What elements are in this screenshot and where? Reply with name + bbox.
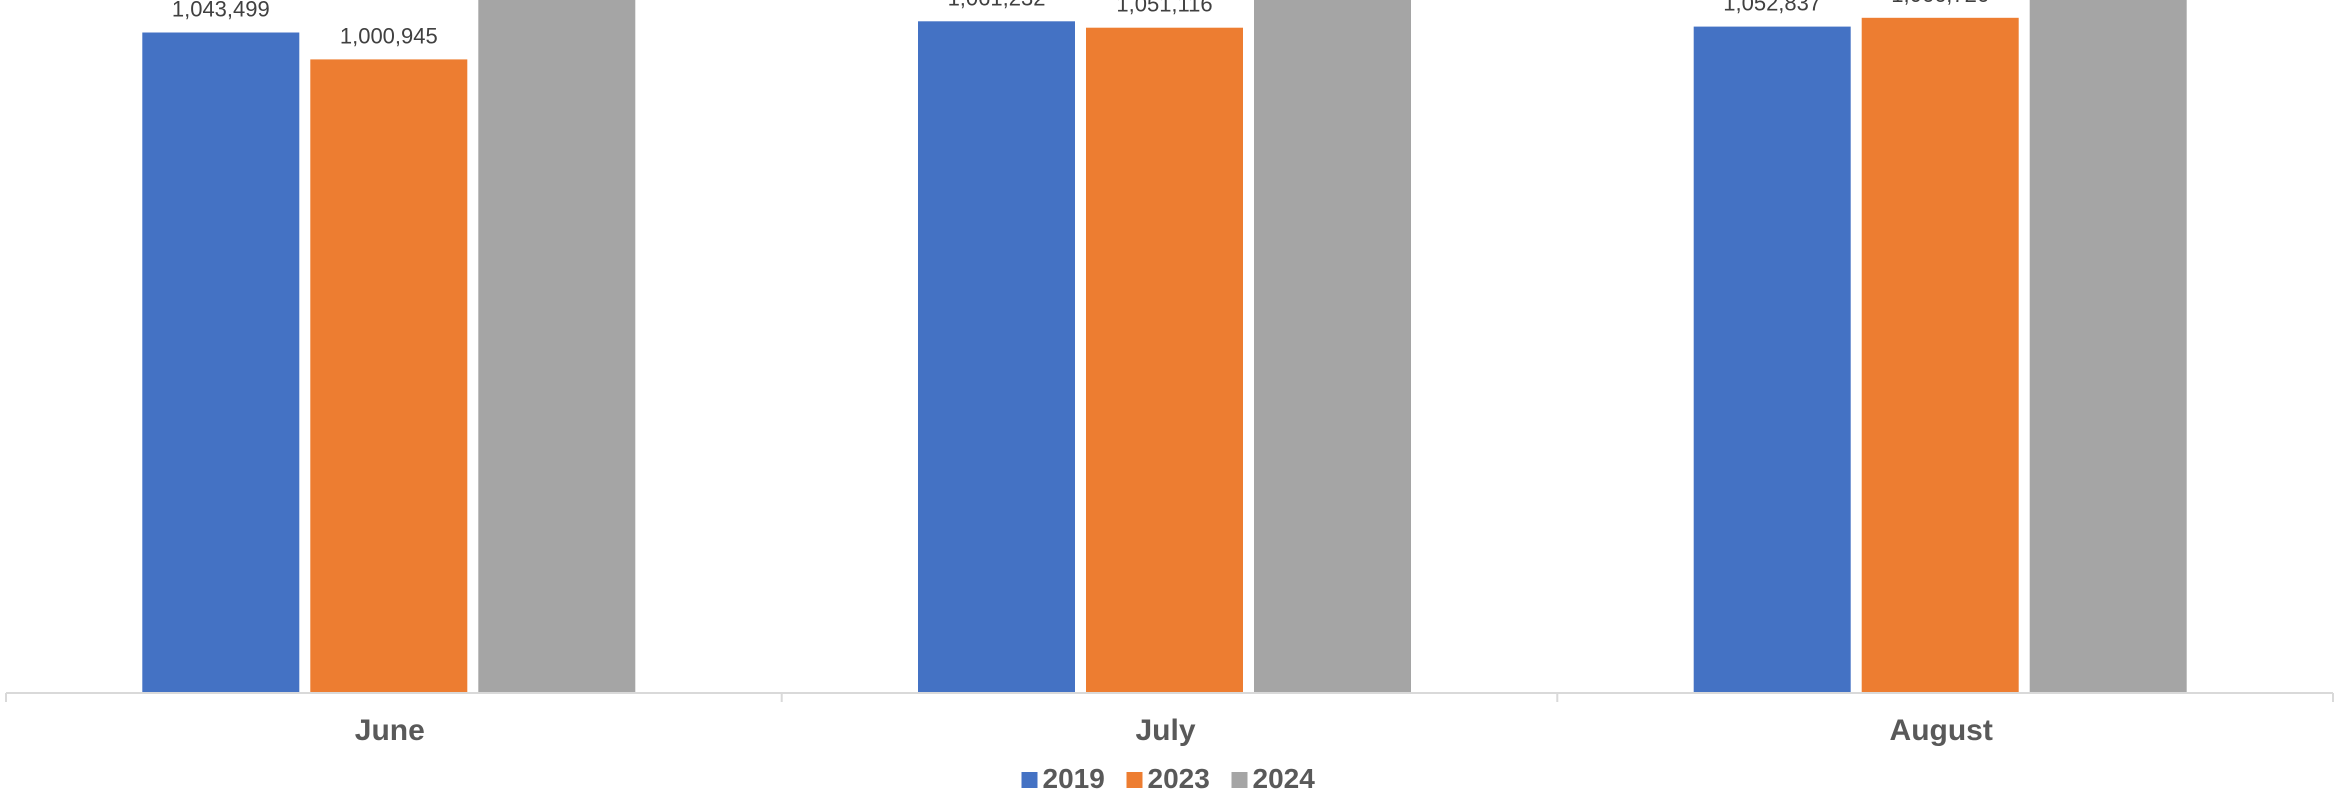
legend-label: 2023 — [1148, 763, 1210, 794]
bar-august-2019 — [1693, 26, 1851, 693]
category-label-august: August — [1890, 714, 1993, 747]
legend-label: 2024 — [1253, 763, 1316, 794]
bars-layer — [142, 0, 2187, 693]
legend-swatch — [1231, 772, 1248, 788]
data-label-july-2023: 1,051,116 — [1116, 0, 1212, 17]
bar-june-2019 — [142, 32, 300, 692]
legend-item-2023: 2023 — [1126, 763, 1210, 794]
data-label-august-2023: 1,066,726 — [1891, 0, 1989, 7]
category-labels: June July August — [355, 714, 1993, 747]
legend-item-2024: 2024 — [1231, 763, 1316, 794]
bar-june-2024 — [478, 0, 636, 692]
legend: 2019 2023 2024 — [1021, 763, 1316, 794]
legend-label: 2019 — [1043, 763, 1105, 794]
category-label-july: July — [1135, 714, 1195, 747]
data-label-july-2019: 1,061,232 — [948, 0, 1046, 10]
legend-item-2019: 2019 — [1021, 763, 1105, 794]
data-label-june-2023: 1,000,945 — [340, 23, 438, 48]
legend-swatch — [1021, 772, 1038, 788]
category-label-june: June — [355, 714, 425, 747]
bar-july-2024 — [1254, 0, 1411, 692]
legend-swatch — [1126, 772, 1143, 788]
data-label-august-2019: 1,052,837 — [1723, 0, 1821, 16]
data-label-june-2019: 1,043,499 — [172, 0, 270, 22]
bar-july-2019 — [918, 21, 1075, 693]
data-labels-layer: 1,043,4991,000,9451,215,6881,061,2321,05… — [172, 0, 1989, 48]
bar-july-2023 — [1086, 27, 1243, 692]
bar-august-2023 — [1861, 17, 2019, 693]
x-axis-ticks — [5, 693, 2334, 702]
bar-june-2023 — [310, 59, 468, 692]
bar-august-2024 — [2029, 0, 2187, 692]
